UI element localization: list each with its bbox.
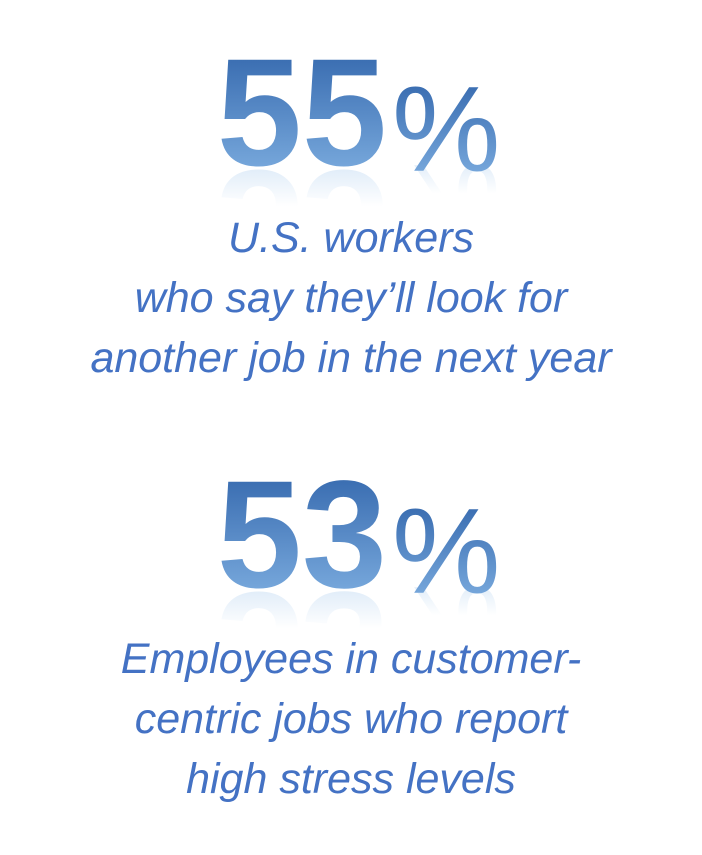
stat-number: 53 (217, 449, 387, 620)
stat-number: 55 (217, 27, 387, 198)
stat-description: another job in the next year (90, 334, 613, 382)
stat-description: who say they’ll look for (135, 274, 569, 322)
stat: 53 %53 %Employees in customer-centric jobs… (121, 449, 581, 803)
reflection: 55% (217, 138, 501, 309)
reflection: 53% (217, 560, 501, 731)
stat-description: high stress levels (186, 755, 516, 803)
stat-number-reflection: 53 (217, 560, 387, 731)
stat-unit-reflection: % (392, 139, 500, 275)
stat-unit: % (392, 61, 500, 197)
stat-unit-reflection: % (392, 561, 500, 697)
stat-description: Employees in customer- (121, 635, 581, 683)
stat-unit: % (392, 483, 500, 619)
stat-number-reflection: 55 (217, 138, 387, 309)
stat-description: U.S. workers (228, 214, 474, 262)
stat-description: centric jobs who report (135, 695, 570, 743)
